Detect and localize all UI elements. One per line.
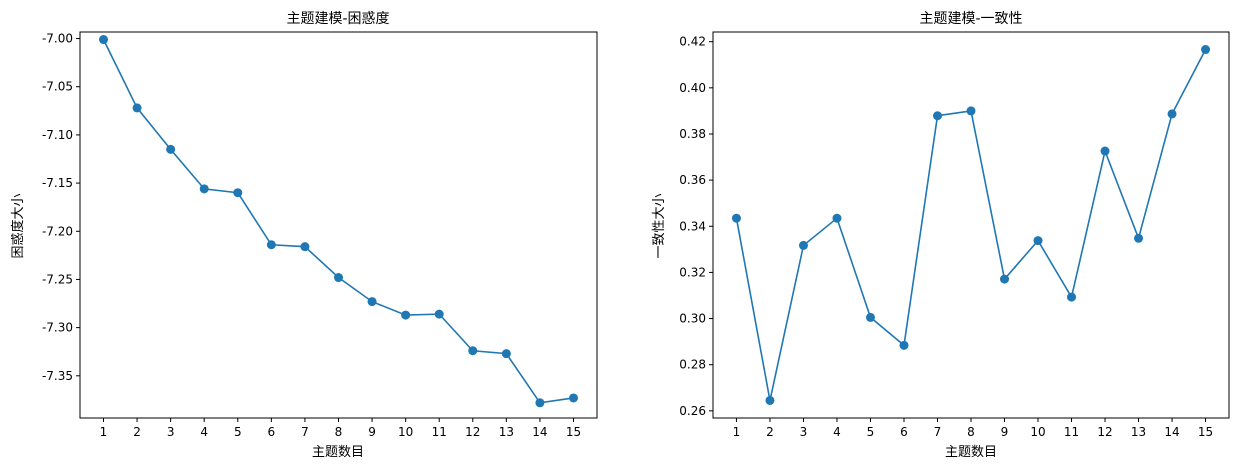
perplexity-chart: 主题建模-困惑度 主题数目 困惑度大小 1 2 3 4 5 6 7 8 9 10 11 12 13 14 1…	[10, 11, 598, 460]
series-line	[102, 39, 574, 404]
data-point	[1000, 274, 1010, 284]
y-tick-label: -7.10	[42, 128, 73, 142]
data-point	[501, 349, 511, 359]
y-axis-label: 一致性大小	[652, 193, 667, 258]
data-point	[434, 309, 444, 319]
x-tick-label: 14	[532, 425, 547, 439]
data-point	[899, 340, 909, 350]
data-point	[1134, 233, 1144, 243]
x-tick-label: 2	[766, 425, 774, 439]
data-point	[401, 310, 411, 320]
data-point	[266, 240, 276, 250]
y-tick-label: 0.34	[679, 219, 706, 233]
x-tick-label: 15	[566, 425, 581, 439]
y-tick-label: -7.00	[42, 32, 73, 46]
x-tick-label: 6	[268, 425, 276, 439]
x-tick-label: 10	[398, 425, 413, 439]
data-point	[966, 106, 976, 116]
x-tick-label: 5	[867, 425, 875, 439]
x-tick-label: 8	[967, 425, 975, 439]
y-tick-label: 0.32	[679, 265, 706, 279]
data-point	[300, 242, 310, 252]
x-tick-label: 12	[465, 425, 480, 439]
chart-title: 主题建模-困惑度	[286, 11, 389, 27]
axes-frame	[79, 31, 598, 419]
axes-frame	[712, 31, 1230, 419]
y-tick-label: -7.25	[42, 272, 73, 286]
y-tick-label: -7.05	[42, 80, 73, 94]
x-tick-label: 14	[1164, 425, 1179, 439]
x-tick-label: 2	[133, 425, 141, 439]
data-point	[832, 213, 842, 223]
y-tick-label: 0.28	[679, 358, 706, 372]
y-tick-label: 0.30	[679, 312, 706, 326]
x-axis-label: 主题数目	[945, 445, 997, 460]
data-point	[334, 273, 343, 283]
data-point	[535, 398, 545, 408]
data-point	[468, 346, 478, 356]
data-point	[233, 188, 243, 198]
data-point	[199, 184, 209, 194]
x-axis-label: 主题数目	[312, 445, 364, 460]
data-point	[731, 213, 741, 223]
data-point	[1100, 146, 1110, 156]
x-tick-label: 7	[934, 425, 942, 439]
x-tick-label: 8	[335, 425, 343, 439]
data-point	[1033, 236, 1043, 246]
y-tick-label: 0.38	[679, 127, 706, 141]
data-point	[1201, 45, 1211, 55]
data-point	[1067, 292, 1077, 302]
y-tick-label: -7.15	[42, 176, 73, 190]
x-tick-label: 9	[1001, 425, 1009, 439]
chart-title: 主题建模-一致性	[919, 11, 1022, 27]
series-line	[735, 49, 1207, 401]
y-tick-label: -7.35	[42, 369, 73, 383]
y-tick-label: 0.42	[679, 35, 706, 49]
x-tick-label: 3	[800, 425, 808, 439]
x-tick-label: 13	[1131, 425, 1146, 439]
y-tick-label: -7.30	[42, 321, 73, 335]
data-point	[932, 111, 942, 121]
data-point	[166, 144, 176, 154]
x-tick-label: 6	[900, 425, 908, 439]
x-tick-label: 4	[200, 425, 208, 439]
x-tick-label: 12	[1097, 425, 1112, 439]
data-point	[765, 395, 775, 405]
plot-area: 1 2 3 4 5 6 7 8 9 10 11 12 13 14 15-7.00-7.05-7.10-7.1…	[42, 31, 598, 439]
data-point	[367, 297, 377, 307]
data-point	[865, 312, 875, 322]
x-tick-label: 10	[1030, 425, 1045, 439]
y-tick-label: 0.26	[679, 404, 706, 418]
x-tick-label: 1	[100, 425, 108, 439]
x-tick-label: 9	[368, 425, 376, 439]
plot-area: 1 2 3 4 5 6 7 8 9 10 11 12 13 14 150.260.280.300.320.3…	[679, 31, 1230, 439]
coherence-chart: 主题建模-一致性 主题数目 一致性大小 1 2 3 4 5 6 7 8 9 10 11 12 13 14 1…	[652, 11, 1230, 460]
data-point	[798, 240, 808, 250]
y-tick-label: 0.40	[679, 81, 706, 95]
x-tick-label: 3	[167, 425, 175, 439]
x-tick-label: 13	[499, 425, 514, 439]
x-tick-label: 4	[833, 425, 841, 439]
data-point	[569, 393, 578, 403]
y-tick-label: -7.20	[42, 224, 73, 238]
data-point	[132, 103, 142, 113]
data-point	[1167, 109, 1177, 119]
x-tick-label: 11	[432, 425, 447, 439]
x-tick-label: 11	[1064, 425, 1079, 439]
y-axis-label: 困惑度大小	[10, 193, 26, 258]
x-tick-label: 5	[234, 425, 242, 439]
x-tick-label: 7	[301, 425, 309, 439]
y-tick-label: 0.36	[679, 173, 706, 187]
data-point	[99, 35, 108, 45]
x-tick-label: 1	[733, 425, 741, 439]
x-tick-label: 15	[1198, 425, 1213, 439]
